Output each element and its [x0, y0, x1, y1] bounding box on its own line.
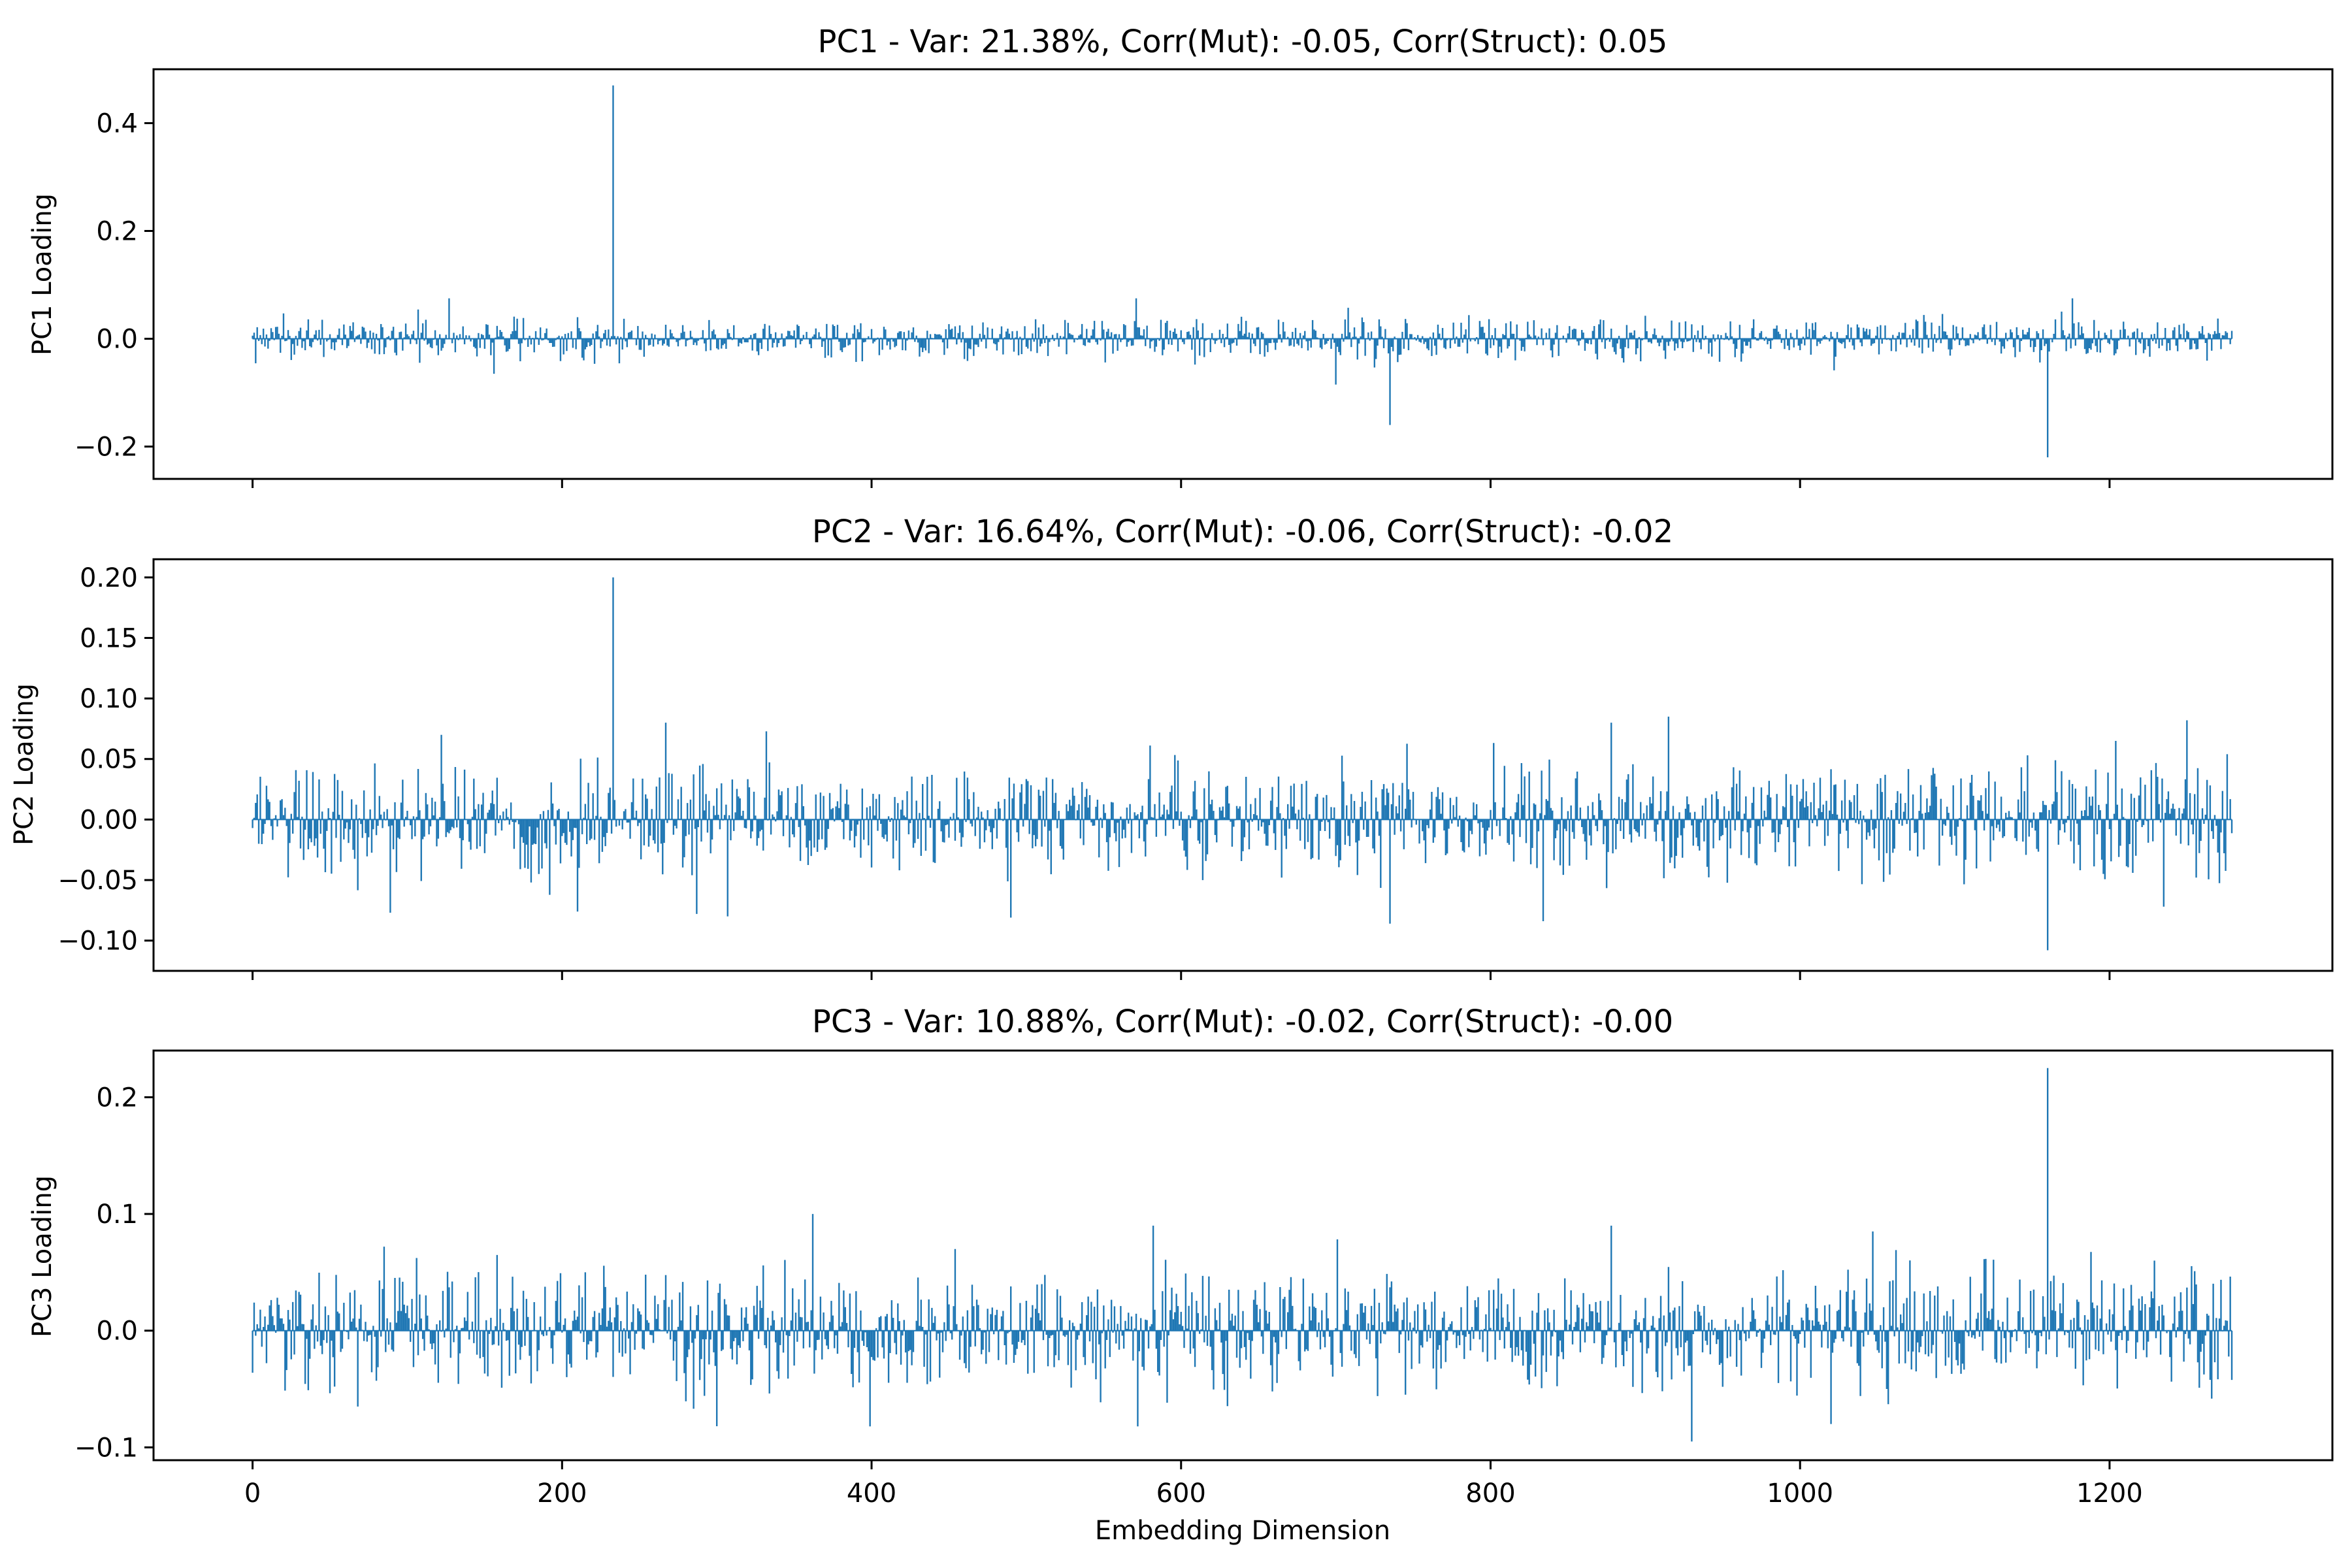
- y-tick-label: 0.0: [96, 325, 138, 355]
- plot-frame: [152, 68, 2334, 480]
- panel-pc2: PC2 - Var: 16.64%, Corr(Mut): -0.06, Cor…: [9, 514, 2334, 980]
- y-tick-label: 0.4: [96, 109, 138, 139]
- panel-title: PC3 - Var: 10.88%, Corr(Mut): -0.02, Cor…: [812, 1004, 1673, 1040]
- y-ticks-group: −0.1 0.0 0.1 0.2: [74, 1083, 154, 1463]
- x-tick-label: 400: [847, 1478, 896, 1509]
- y-tick-label: 0.0: [96, 1316, 138, 1347]
- bars-group: [252, 577, 2233, 951]
- panel-title: PC2 - Var: 16.64%, Corr(Mut): -0.06, Cor…: [812, 514, 1673, 550]
- x-axis-label: Embedding Dimension: [1095, 1516, 1390, 1546]
- x-tick-label: 1200: [2076, 1478, 2143, 1509]
- y-tick-label: −0.10: [57, 926, 138, 956]
- bars-group: [252, 1068, 2233, 1442]
- y-tick-label: −0.05: [57, 866, 138, 896]
- y-tick-label: 0.2: [96, 217, 138, 247]
- y-tick-label: 0.00: [80, 805, 138, 835]
- y-tick-label: 0.20: [80, 563, 138, 593]
- y-axis-label: PC1 Loading: [27, 193, 57, 355]
- y-ticks-group: −0.2 0.0 0.2 0.4: [74, 109, 154, 463]
- y-axis-label: PC3 Loading: [27, 1175, 57, 1337]
- y-tick-label: −0.2: [74, 433, 138, 463]
- x-tick-label: 200: [537, 1478, 587, 1509]
- y-tick-label: 0.05: [80, 745, 138, 775]
- panel-title: PC1 - Var: 21.38%, Corr(Mut): -0.05, Cor…: [818, 24, 1668, 60]
- x-tick-label: 0: [244, 1478, 261, 1509]
- plot-frame: [152, 1049, 2334, 1462]
- y-ticks-group: −0.10 −0.05 0.00 0.05 0.10 0.15 0.20: [57, 563, 154, 956]
- bars-group: [252, 85, 2233, 457]
- panel-pc1: PC1 - Var: 21.38%, Corr(Mut): -0.05, Cor…: [27, 24, 2334, 488]
- x-ticks-group: [252, 971, 2111, 980]
- x-ticks-group: 0 200 400 600 800 1000 1200: [244, 1460, 2143, 1509]
- y-axis-label: PC2 Loading: [9, 683, 39, 845]
- x-ticks-group: [252, 479, 2111, 488]
- plot-frame: [152, 558, 2334, 972]
- x-tick-label: 600: [1156, 1478, 1206, 1509]
- y-tick-label: 0.1: [96, 1200, 138, 1230]
- panel-pc3: PC3 - Var: 10.88%, Corr(Mut): -0.02, Cor…: [27, 1004, 2334, 1546]
- y-tick-label: 0.2: [96, 1083, 138, 1113]
- y-tick-label: 0.10: [80, 684, 138, 714]
- y-tick-label: 0.15: [80, 623, 138, 653]
- y-tick-label: −0.1: [74, 1433, 138, 1463]
- x-tick-label: 800: [1465, 1478, 1515, 1509]
- x-tick-label: 1000: [1767, 1478, 1833, 1509]
